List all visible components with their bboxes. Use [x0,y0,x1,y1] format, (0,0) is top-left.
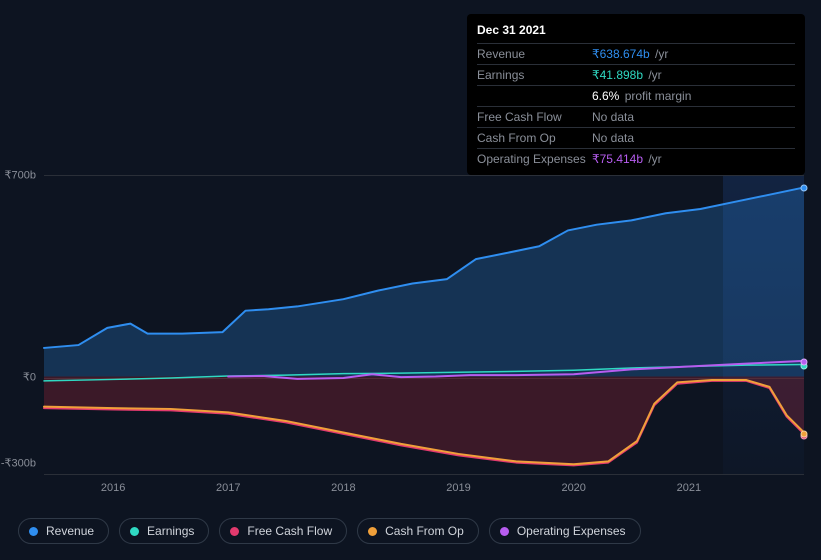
series-end-marker-revenue [801,184,808,191]
series-end-marker-opex [801,359,808,366]
tooltip-row: Free Cash FlowNo data [477,106,795,127]
legend-item-fcf[interactable]: Free Cash Flow [219,518,347,544]
tooltip-row-value: ₹638.674b /yr [592,47,795,61]
tooltip-row: Cash From OpNo data [477,127,795,148]
x-axis-label: 2018 [331,482,355,494]
legend-item-label: Revenue [46,524,94,538]
tooltip-row-value: No data [592,110,795,124]
y-axis-label: -₹300b [1,457,36,470]
legend-item-cfo[interactable]: Cash From Op [357,518,479,544]
tooltip-date: Dec 31 2021 [477,20,795,43]
tooltip-row-label [477,89,592,103]
legend-dot-icon [130,527,139,536]
tooltip-row-label: Revenue [477,47,592,61]
legend-dot-icon [500,527,509,536]
x-axis-label: 2019 [446,482,470,494]
tooltip-row-value: ₹41.898b /yr [592,68,795,82]
x-axis-label: 2020 [561,482,585,494]
legend-item-earnings[interactable]: Earnings [119,518,209,544]
legend-item-label: Operating Expenses [517,524,626,538]
legend-item-opex[interactable]: Operating Expenses [489,518,641,544]
tooltip-row: 6.6% profit margin [477,85,795,106]
x-axis-label: 2017 [216,482,240,494]
tooltip-row-value: 6.6% profit margin [592,89,795,103]
tooltip-row-label: Free Cash Flow [477,110,592,124]
tooltip-row-label: Earnings [477,68,592,82]
tooltip-row-label: Cash From Op [477,131,592,145]
legend-item-label: Earnings [147,524,194,538]
legend-item-label: Free Cash Flow [247,524,332,538]
legend-item-revenue[interactable]: Revenue [18,518,109,544]
tooltip-row: Operating Expenses₹75.414b /yr [477,148,795,169]
series-end-marker-cfo [801,431,808,438]
tooltip-row-label: Operating Expenses [477,152,592,166]
legend-item-label: Cash From Op [385,524,464,538]
y-axis-label: ₹0 [23,370,36,383]
legend-dot-icon [29,527,38,536]
y-axis-label: ₹700b [5,169,36,182]
x-axis-label: 2016 [101,482,125,494]
tooltip-row-value: ₹75.414b /yr [592,152,795,166]
x-axis: 2016 2017 2018 2019 2020 2021 [44,482,804,498]
chart-plot-area[interactable] [44,175,804,475]
tooltip-row: Revenue₹638.674b /yr [477,43,795,64]
series-fill-fcf [44,377,804,466]
financials-chart: ₹700b₹0-₹300b 201620172018201920202021 [18,155,804,495]
chart-legend: Revenue Earnings Free Cash Flow Cash From O… [18,518,641,544]
tooltip-row: Earnings₹41.898b /yr [477,64,795,85]
x-axis-label: 2021 [677,482,701,494]
chart-tooltip: Dec 31 2021 Revenue₹638.674b /yrEarnings… [467,14,805,175]
tooltip-row-value: No data [592,131,795,145]
legend-dot-icon [230,527,239,536]
legend-dot-icon [368,527,377,536]
